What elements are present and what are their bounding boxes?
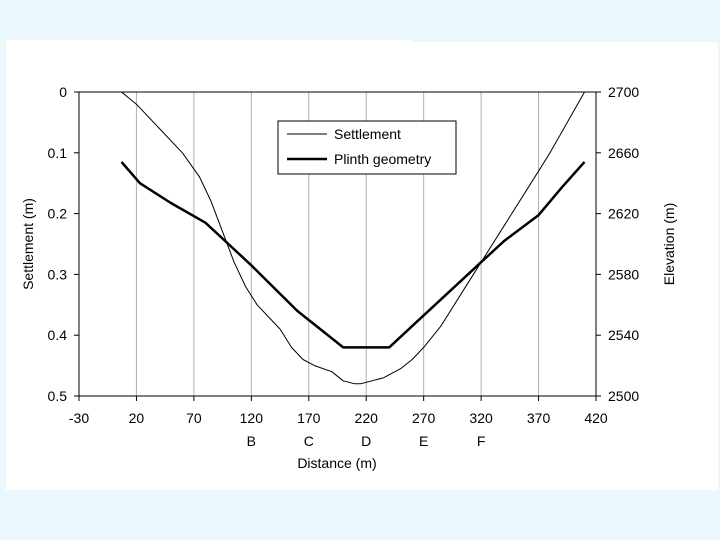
left-y-tick-label: 0.1 bbox=[48, 145, 68, 161]
right-y-axis-title: Elevation (m) bbox=[661, 203, 677, 285]
left-y-tick-label: 0.3 bbox=[48, 266, 68, 282]
right-y-tick-label: 2500 bbox=[608, 388, 639, 404]
left-y-tick-label: 0.5 bbox=[48, 388, 68, 404]
x-tick-label: 170 bbox=[297, 410, 321, 426]
x-tick-label: 420 bbox=[584, 410, 608, 426]
section-label-d: D bbox=[361, 433, 371, 449]
x-tick-label: 270 bbox=[412, 410, 436, 426]
x-tick-label: 120 bbox=[240, 410, 264, 426]
right-y-tick-label: 2660 bbox=[608, 145, 639, 161]
right-y-tick-label: 2620 bbox=[608, 206, 639, 222]
legend-label-settlement: Settlement bbox=[334, 126, 401, 142]
legend: Settlement Plinth geometry bbox=[277, 120, 457, 175]
plot-area-frame bbox=[78, 91, 597, 397]
legend-label-plinth-geometry: Plinth geometry bbox=[334, 151, 431, 167]
right-y-tick-label: 2540 bbox=[608, 327, 639, 343]
x-tick-label: 320 bbox=[469, 410, 493, 426]
x-tick-label: 370 bbox=[527, 410, 551, 426]
series-line-settlement bbox=[121, 91, 585, 385]
right-y-tick-label: 2580 bbox=[608, 266, 639, 282]
section-label-c: C bbox=[304, 433, 314, 449]
x-tick-label: -30 bbox=[69, 410, 89, 426]
left-y-tick-label: 0 bbox=[59, 84, 67, 100]
chart-panel bbox=[6, 42, 718, 490]
x-axis-title: Distance (m) bbox=[297, 455, 376, 471]
left-y-axis-title: Settlement (m) bbox=[20, 198, 36, 290]
x-tick-label: 220 bbox=[355, 410, 379, 426]
x-tick-label: 70 bbox=[186, 410, 202, 426]
section-label-b: B bbox=[247, 433, 256, 449]
legend-box bbox=[277, 120, 457, 175]
left-y-tick-label: 0.4 bbox=[48, 327, 68, 343]
x-tick-label: 20 bbox=[129, 410, 145, 426]
label-layer: -30 20 70 120 170 220 270 320 370 420 B C D E F 0 0.1 0.2… bbox=[48, 84, 640, 449]
tick-layer bbox=[74, 91, 601, 401]
section-label-f: F bbox=[477, 433, 486, 449]
series-line-plinth-geometry bbox=[120, 161, 586, 349]
series-layer bbox=[120, 91, 586, 385]
section-label-e: E bbox=[419, 433, 428, 449]
left-y-tick-label: 0.2 bbox=[48, 206, 68, 222]
right-y-tick-label: 2700 bbox=[608, 84, 639, 100]
